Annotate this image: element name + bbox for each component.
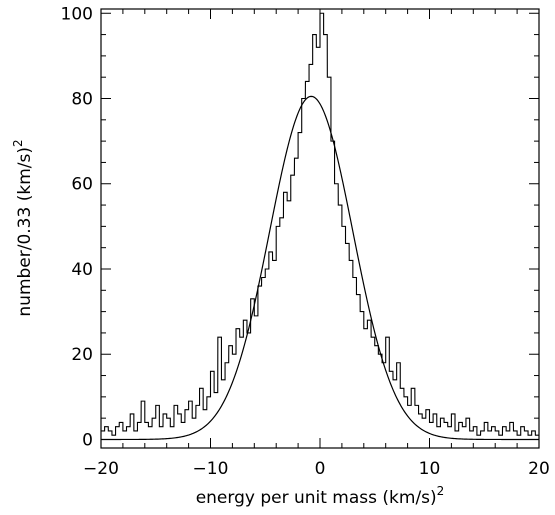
x-tick-label: 20 [528, 459, 550, 479]
y-tick-label: 40 [71, 260, 93, 280]
y-tick-label: 100 [61, 4, 93, 24]
tick-labels: −20 −10 0 10 20 0 20 40 60 80 100 [61, 4, 550, 479]
y-tick-label: 60 [71, 175, 93, 195]
x-tick-label: 10 [419, 459, 441, 479]
y-axis-label: number/0.33 (km/s)2 [11, 139, 35, 316]
x-tick-label: 0 [315, 459, 326, 479]
y-tick-label: 80 [71, 90, 93, 110]
axis-ticks [100, 9, 540, 448]
plot-frame [100, 8, 540, 449]
x-axis-label: energy per unit mass (km/s)2 [196, 484, 445, 508]
y-tick-label: 20 [71, 345, 93, 365]
y-tick-label: 0 [82, 430, 93, 450]
x-tick-label: −20 [83, 459, 119, 479]
gaussian-fit-curve [101, 95, 539, 441]
x-tick-label: −10 [193, 459, 229, 479]
histogram-series [101, 12, 539, 436]
